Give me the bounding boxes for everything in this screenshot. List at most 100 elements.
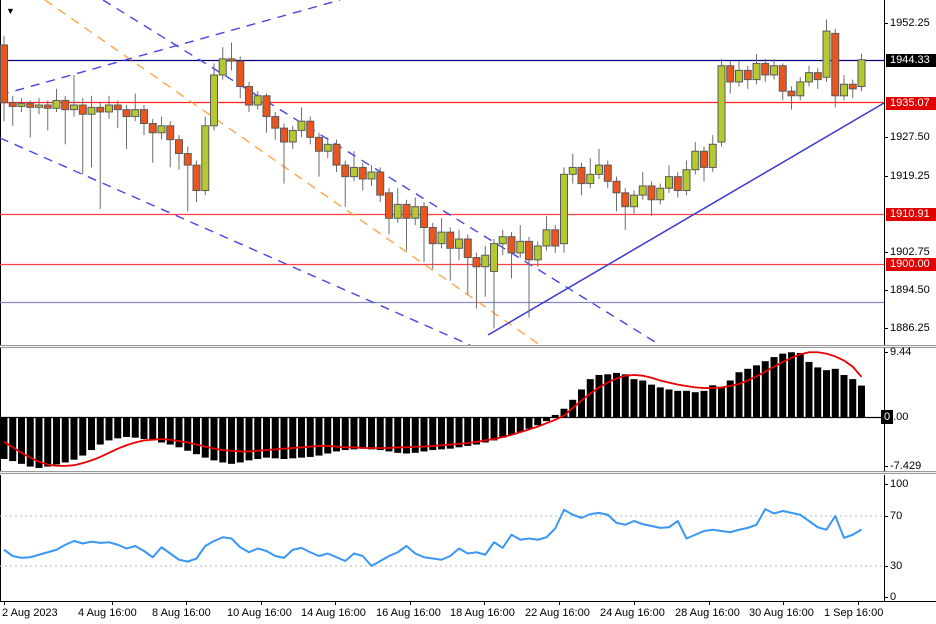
macd-histogram-bar xyxy=(280,417,288,460)
candle-bear xyxy=(831,32,840,97)
candle-bull xyxy=(210,74,218,127)
macd-histogram-bar xyxy=(551,414,559,417)
price-tick-label: 1902.75 xyxy=(890,246,930,258)
macd-histogram-bar xyxy=(88,417,95,451)
trendline[interactable] xyxy=(0,137,471,345)
macd-histogram-bar xyxy=(368,417,375,450)
symbol-dropdown-icon[interactable]: ▼ xyxy=(6,6,15,16)
candle-bear xyxy=(43,104,52,109)
macd-histogram-bar xyxy=(604,374,612,417)
chart-title: ▼ xyxy=(6,4,26,18)
macd-histogram-bar xyxy=(840,374,848,417)
macd-histogram-bar xyxy=(359,417,367,449)
candle-bull xyxy=(752,62,761,81)
candle-bear xyxy=(647,185,656,201)
macd-histogram-bar xyxy=(516,417,524,433)
candle-bear xyxy=(376,171,385,196)
pane-separator[interactable] xyxy=(0,345,936,348)
macd-histogram-bar xyxy=(665,389,673,417)
candle-bear xyxy=(428,226,437,245)
pane-separator[interactable] xyxy=(0,471,936,474)
price-tick-label: 1952.25 xyxy=(890,17,930,29)
candle-bear xyxy=(26,103,35,108)
candle-bull xyxy=(367,171,376,180)
macd-histogram-bar xyxy=(788,352,795,417)
macd-tick-label: -7.429 xyxy=(890,460,922,472)
candle-bear xyxy=(306,120,315,138)
macd-histogram-bar xyxy=(350,417,358,450)
macd-histogram-bar xyxy=(411,417,419,453)
macd-histogram-bar xyxy=(814,367,822,417)
candle-bull xyxy=(323,143,332,152)
candle-bull xyxy=(796,81,805,97)
macd-histogram-bar xyxy=(158,417,165,443)
macd-label xyxy=(5,351,8,365)
time-tick-label: 8 Aug 16:00 xyxy=(152,607,211,619)
candle-bear xyxy=(700,150,708,168)
candle-bear xyxy=(848,83,857,90)
candle-bull xyxy=(568,166,577,175)
candle-bear xyxy=(271,116,280,129)
candle-bull xyxy=(630,194,638,208)
candle-bull xyxy=(70,104,78,111)
candle-bear xyxy=(227,58,236,62)
price-chart-canvas[interactable] xyxy=(0,0,936,345)
macd-histogram-bar xyxy=(438,417,445,450)
trendline[interactable] xyxy=(0,0,341,96)
candle-bear xyxy=(507,236,516,254)
macd-histogram-bar xyxy=(341,417,349,451)
macd-histogram-bar xyxy=(709,385,717,417)
time-tick-label: 10 Aug 16:00 xyxy=(227,607,292,619)
candle-bull xyxy=(717,65,726,143)
macd-histogram-bar xyxy=(831,368,839,417)
time-tick-label: 16 Aug 16:00 xyxy=(376,607,441,619)
macd-histogram-bar xyxy=(149,417,157,441)
candle-bull xyxy=(638,185,647,196)
trendline[interactable] xyxy=(487,102,885,336)
trendline[interactable] xyxy=(44,0,541,345)
macd-histogram-bar xyxy=(613,372,620,417)
macd-histogram-bar xyxy=(639,380,647,417)
candle-bull xyxy=(481,254,490,268)
macd-histogram-bar xyxy=(245,417,253,461)
macd-histogram-bar xyxy=(236,417,244,463)
macd-histogram-bar xyxy=(473,417,480,445)
time-axis[interactable] xyxy=(0,601,936,624)
rsi-tick-label: 30 xyxy=(890,560,903,572)
candle-bear xyxy=(183,153,192,166)
macd-histogram-bar xyxy=(534,417,542,426)
macd-histogram-bar xyxy=(385,417,393,452)
macd-histogram-bar xyxy=(324,417,332,454)
macd-histogram-bar xyxy=(228,417,235,464)
candle-bull xyxy=(586,173,595,185)
rsi-tick-label: 0 xyxy=(890,591,897,603)
candle-bear xyxy=(621,192,630,208)
rsi-label xyxy=(5,478,8,492)
rsi-indicator-canvas[interactable] xyxy=(0,475,936,601)
candle-bull xyxy=(708,143,717,168)
macd-tick-label: 0.00 xyxy=(881,410,908,424)
macd-histogram-bar xyxy=(805,361,813,417)
price-tag-1935.07: 1935.07 xyxy=(886,97,936,110)
candle-bear xyxy=(420,206,428,228)
macd-histogram-bar xyxy=(105,417,113,441)
candle-bull xyxy=(437,231,446,245)
candle-bear xyxy=(743,69,752,81)
macd-histogram-bar xyxy=(490,417,498,441)
candle-bear xyxy=(262,95,271,118)
candle-bull xyxy=(595,164,603,175)
candle-bull xyxy=(411,206,420,219)
candle-bull xyxy=(201,125,210,192)
candle-bear xyxy=(402,203,411,219)
time-tick-label: 18 Aug 16:00 xyxy=(450,607,515,619)
candle-bull xyxy=(35,104,43,108)
candle-bear xyxy=(603,164,612,182)
candle-bull xyxy=(805,72,813,83)
macd-histogram-bar xyxy=(753,365,760,417)
time-tick-label: 1 Sep 16:00 xyxy=(824,607,884,619)
time-tick-label: 14 Aug 16:00 xyxy=(301,607,366,619)
macd-indicator-canvas[interactable] xyxy=(0,348,936,471)
candle-bear xyxy=(245,86,253,106)
candle-bull xyxy=(52,99,61,109)
